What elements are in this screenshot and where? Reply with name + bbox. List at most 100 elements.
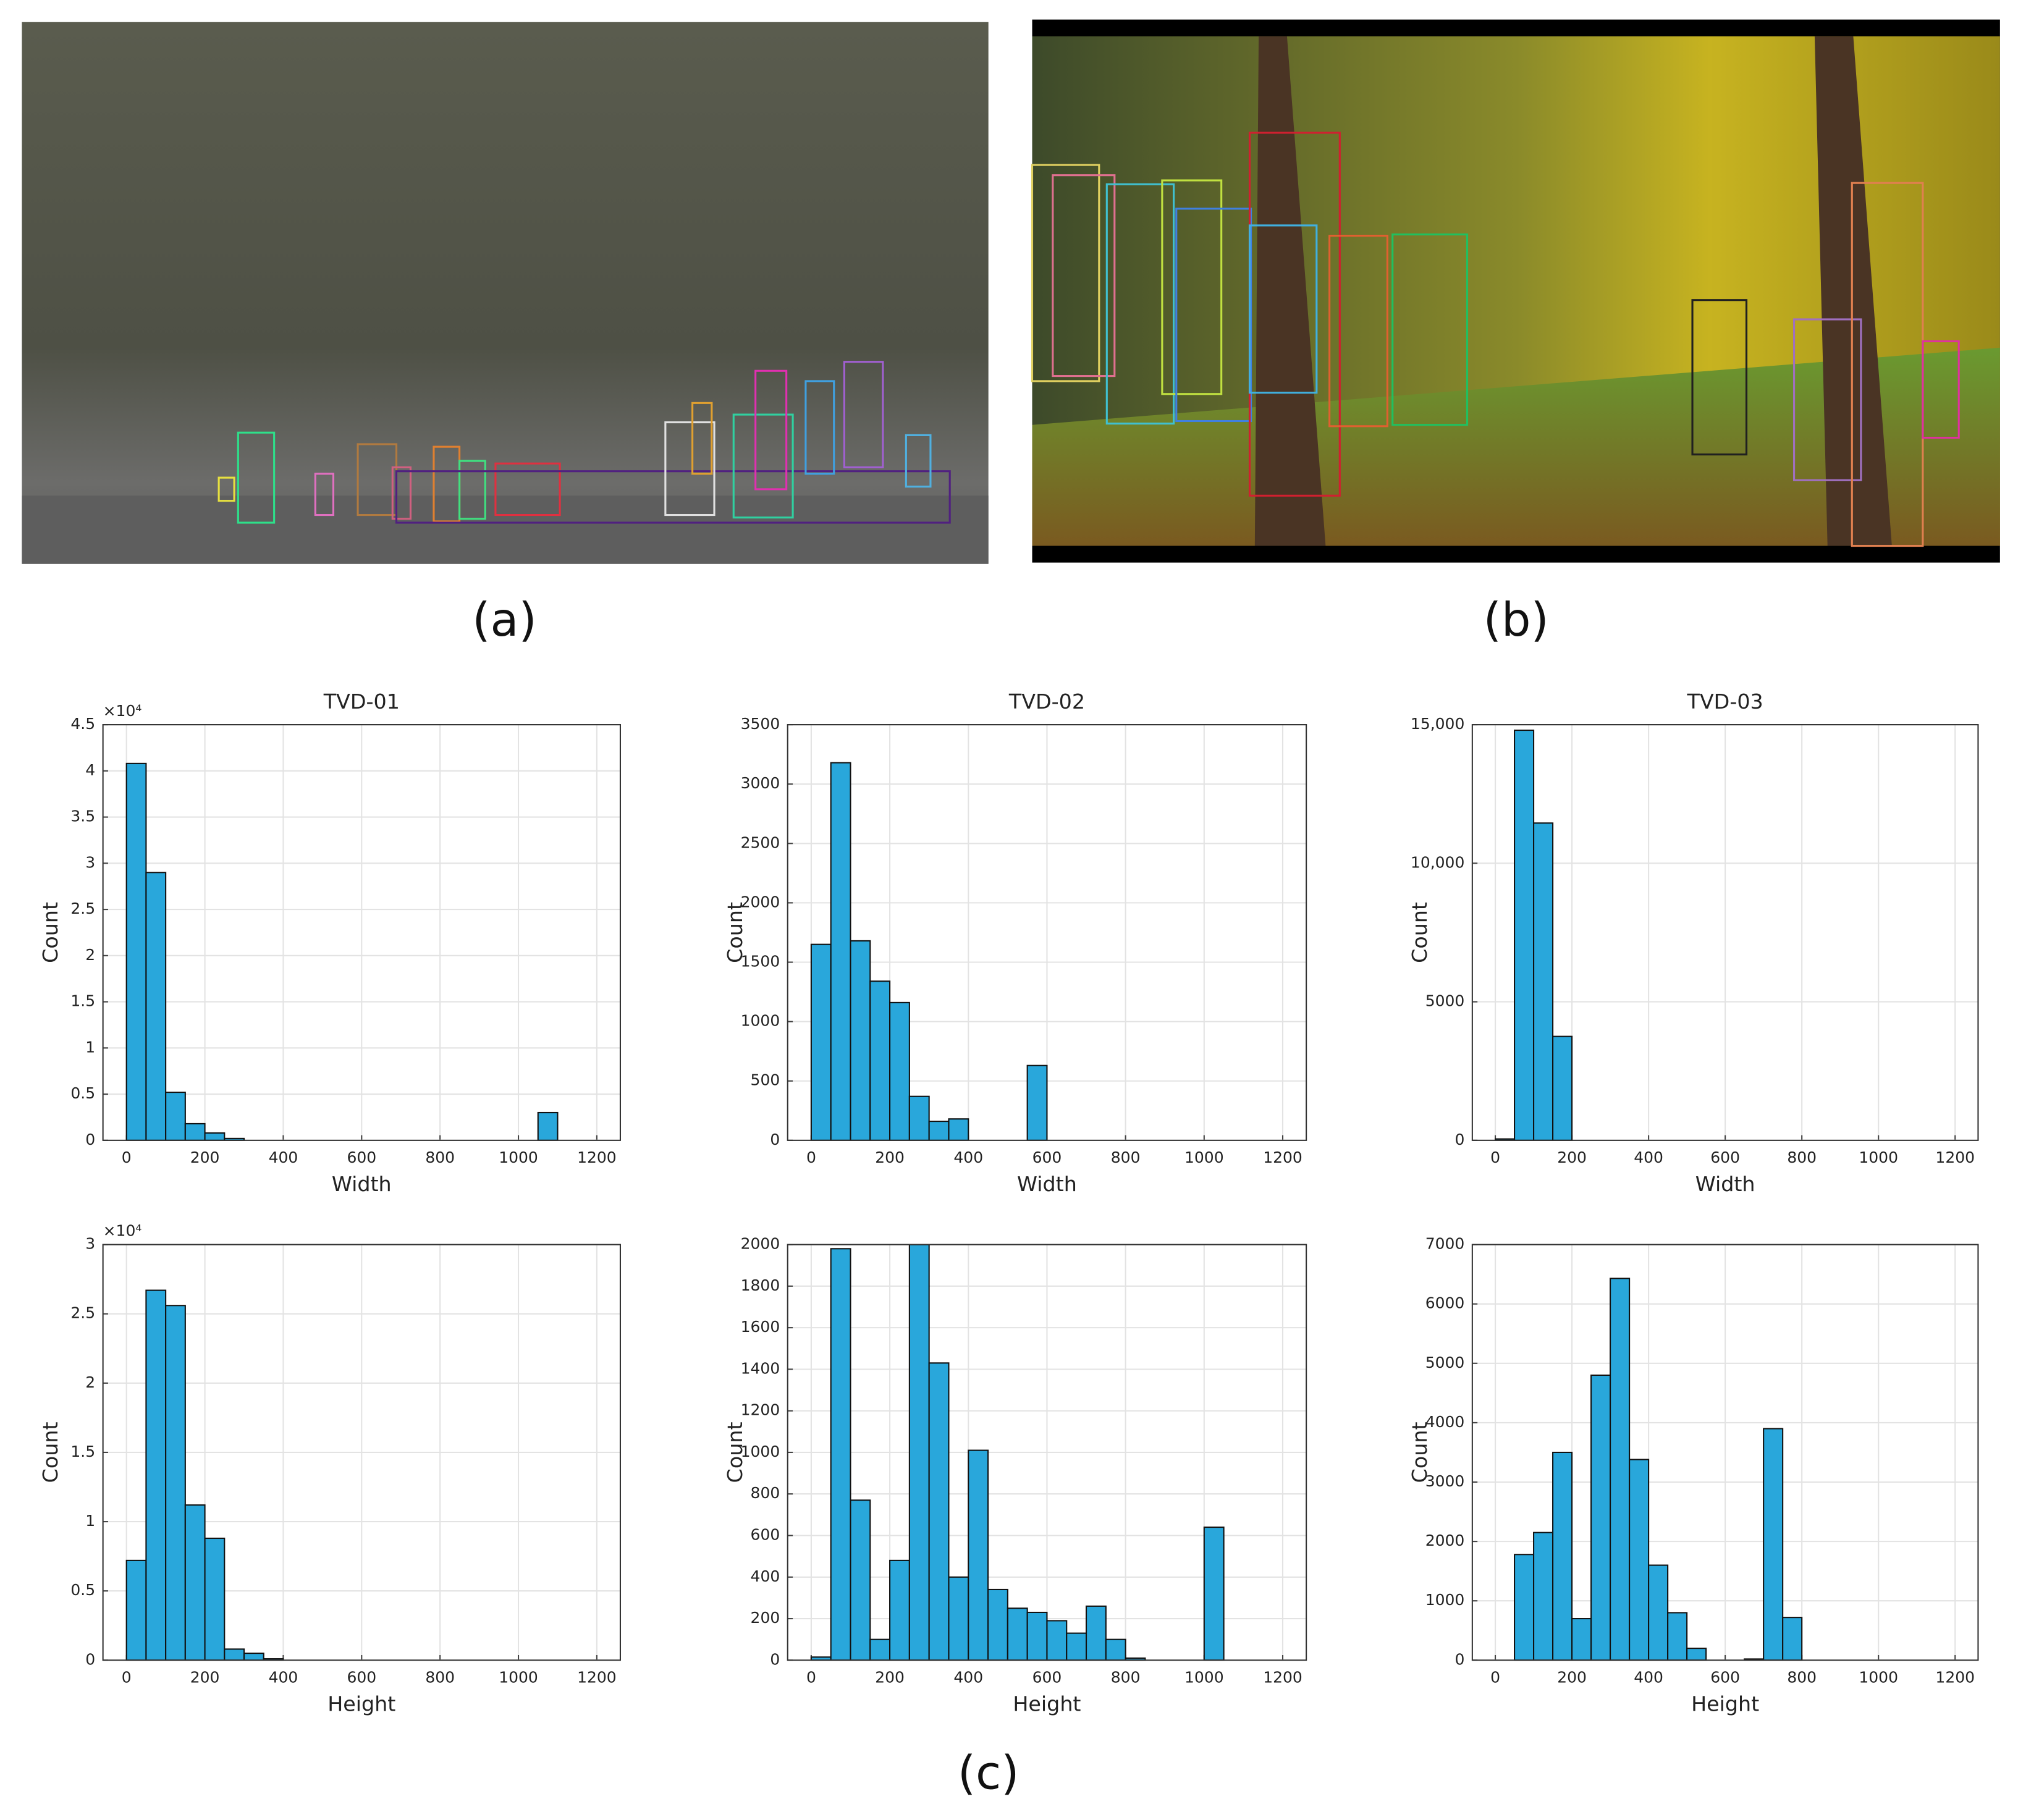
bar <box>165 1092 186 1141</box>
bar <box>204 1132 226 1141</box>
y-tick-label: 0 <box>85 1131 95 1148</box>
y-tick-label: 1 <box>85 1512 95 1530</box>
chart-title: TVD-02 <box>1008 689 1085 714</box>
x-tick-label: 800 <box>1111 1668 1141 1686</box>
x-tick-label: 0 <box>122 1148 132 1166</box>
x-tick-label: 800 <box>425 1148 455 1166</box>
y-axis-label: Count <box>723 902 747 963</box>
bar <box>1782 1617 1803 1661</box>
y-tick-label: 1000 <box>741 1012 780 1030</box>
y-tick-label: 5000 <box>1425 992 1465 1010</box>
bar <box>224 1648 245 1661</box>
y-tick-label: 3 <box>85 1235 95 1253</box>
panel-label: (b) <box>1484 592 1549 647</box>
y-tick-label: 1400 <box>741 1359 780 1377</box>
y-tick-label: 1 <box>85 1038 95 1056</box>
x-tick-label: 800 <box>1111 1148 1141 1166</box>
axes-box <box>102 1244 622 1661</box>
bar <box>948 1118 969 1141</box>
panel-label: (a) <box>472 592 536 647</box>
y-tick-label: 0.5 <box>70 1581 95 1599</box>
x-tick-label: 200 <box>190 1148 220 1166</box>
y-tick-label: 6000 <box>1425 1294 1465 1312</box>
bar <box>125 1559 147 1661</box>
bar <box>869 980 891 1141</box>
x-tick-label: 800 <box>1787 1148 1817 1166</box>
y-tick-label: 3 <box>85 853 95 871</box>
y-exponent: ×10⁴ <box>103 702 142 720</box>
bar <box>184 1504 206 1661</box>
bar <box>204 1537 226 1661</box>
bar <box>1203 1527 1225 1661</box>
x-tick-label: 1200 <box>577 1668 617 1686</box>
x-tick-label: 0 <box>806 1148 816 1166</box>
y-tick-label: 10,000 <box>1411 853 1464 871</box>
bar <box>908 1095 930 1141</box>
x-tick-label: 800 <box>1787 1668 1817 1686</box>
y-axis-label: Count <box>1408 1422 1432 1483</box>
y-tick-label: 4 <box>85 761 95 779</box>
bar <box>1514 729 1535 1141</box>
x-tick-label: 1000 <box>1184 1668 1224 1686</box>
axes-box <box>102 724 622 1141</box>
histogram: 0 200 400 600 800 1000 1200 0 1000 2000 3000 4000 50… <box>1408 1235 1979 1716</box>
y-tick-label: 3000 <box>741 774 780 792</box>
y-tick-label: 1.5 <box>70 992 95 1010</box>
x-tick-label: 0 <box>1490 1148 1500 1166</box>
y-tick-label: 7000 <box>1425 1235 1465 1253</box>
y-tick-label: 3500 <box>741 715 780 733</box>
bar <box>125 762 147 1141</box>
histogram: 0 200 400 600 800 1000 1200 0 5000 10,000 15,000 TV… <box>1408 689 1979 1196</box>
bar <box>850 940 871 1141</box>
bar <box>928 1121 950 1141</box>
x-axis-label: Height <box>327 1692 395 1716</box>
x-tick-label: 600 <box>347 1148 376 1166</box>
x-axis-label: Width <box>1017 1172 1077 1196</box>
bar <box>1610 1278 1631 1661</box>
axes-box <box>787 1244 1307 1661</box>
y-tick-label: 500 <box>751 1071 780 1089</box>
bar <box>908 1244 930 1661</box>
x-tick-label: 1200 <box>1935 1668 1975 1686</box>
bar <box>830 1248 851 1661</box>
y-tick-label: 3.5 <box>70 807 95 825</box>
y-tick-label: 1800 <box>741 1276 780 1294</box>
y-tick-label: 1600 <box>741 1318 780 1336</box>
y-tick-label: 15,000 <box>1411 715 1464 733</box>
y-tick-label: 1000 <box>741 1443 780 1460</box>
chart-title: TVD-01 <box>323 689 400 714</box>
bar <box>537 1111 559 1141</box>
bar <box>1026 1064 1048 1141</box>
histogram: 0 200 400 600 800 1000 1200 0 500 1000 1500 2000 250… <box>723 689 1307 1196</box>
x-tick-label: 0 <box>1490 1668 1500 1686</box>
bar <box>1763 1428 1784 1661</box>
y-tick-label: 1500 <box>741 953 780 971</box>
x-tick-label: 400 <box>1634 1148 1663 1166</box>
bar <box>928 1362 950 1661</box>
bar <box>850 1499 871 1661</box>
y-exponent: ×10⁴ <box>103 1222 142 1240</box>
x-tick-label: 0 <box>806 1668 816 1686</box>
bar <box>1007 1607 1028 1661</box>
bar <box>145 1289 167 1661</box>
y-tick-label: 2000 <box>741 1235 780 1253</box>
y-tick-label: 2500 <box>741 833 780 851</box>
y-tick-label: 4.5 <box>70 715 95 733</box>
bar <box>1590 1374 1611 1661</box>
y-tick-label: 0.5 <box>70 1084 95 1102</box>
y-tick-label: 4000 <box>1425 1413 1465 1431</box>
x-tick-label: 1200 <box>577 1148 617 1166</box>
x-tick-label: 200 <box>875 1148 905 1166</box>
x-tick-label: 600 <box>347 1668 376 1686</box>
y-tick-label: 0 <box>85 1650 95 1668</box>
x-tick-label: 800 <box>425 1668 455 1686</box>
x-axis-label: Width <box>332 1172 392 1196</box>
bar <box>1552 1035 1573 1141</box>
bar <box>987 1588 1008 1661</box>
y-tick-label: 2000 <box>741 893 780 911</box>
bar <box>830 762 851 1141</box>
x-tick-label: 200 <box>1557 1668 1587 1686</box>
y-axis-label: Count <box>1408 902 1432 963</box>
x-tick-label: 600 <box>1032 1148 1062 1166</box>
